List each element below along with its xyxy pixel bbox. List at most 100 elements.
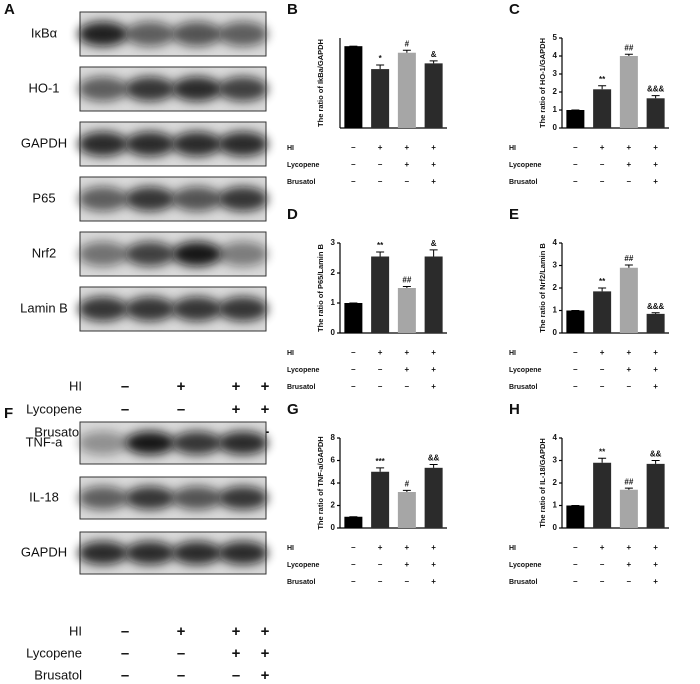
- blot-band: [125, 76, 175, 102]
- treatment-label: Brusatol: [34, 424, 82, 439]
- significance-label: **: [599, 277, 606, 286]
- treatment-sign: +: [431, 177, 436, 186]
- blot-band: [78, 241, 128, 267]
- treatment-sign: –: [378, 177, 383, 186]
- treatment-sign: –: [378, 365, 383, 374]
- treatment-sign: +: [627, 143, 632, 152]
- y-tick-label: 1: [553, 105, 558, 114]
- y-tick-label: 2: [553, 283, 558, 292]
- bar: [619, 489, 638, 528]
- treatment-sign: +: [378, 543, 383, 552]
- treatment-label: Brusatol: [287, 384, 315, 391]
- y-tick-label: 4: [553, 51, 558, 60]
- blot-band: [125, 431, 175, 455]
- y-tick-label: 0: [331, 328, 336, 337]
- treatment-label: Lycopene: [26, 401, 82, 416]
- error-bar: [624, 264, 633, 268]
- bar: [593, 291, 612, 333]
- treatment-sign: –: [351, 365, 356, 374]
- panel-letter: H: [509, 401, 520, 418]
- panel-letter: C: [509, 1, 520, 18]
- treatment-label: HI: [69, 378, 82, 393]
- error-bar: [598, 457, 607, 463]
- bar: [619, 56, 638, 128]
- y-tick-label: 2: [331, 501, 336, 510]
- treatment-sign: –: [378, 577, 383, 586]
- treatment-sign: +: [600, 543, 605, 552]
- treatment-sign: +: [177, 378, 186, 395]
- significance-label: &&&: [647, 302, 665, 311]
- treatment-sign: +: [261, 667, 270, 684]
- treatment-sign: –: [351, 543, 356, 552]
- panel-letter: E: [509, 206, 519, 223]
- treatment-sign: –: [627, 382, 632, 391]
- y-axis-label: The ratio of IL-18/GAPDH: [538, 438, 547, 528]
- treatment-sign: +: [405, 365, 410, 374]
- blot-band: [172, 76, 222, 102]
- treatment-sign: –: [573, 177, 578, 186]
- significance-label: *: [379, 54, 383, 63]
- blot-band: [125, 186, 175, 212]
- y-axis-label: The ratio of TNF-a/GAPDH: [316, 436, 325, 529]
- treatment-sign: –: [405, 382, 410, 391]
- band-label: GAPDH: [21, 135, 67, 150]
- treatment-sign: +: [378, 348, 383, 357]
- treatment-sign: +: [653, 177, 658, 186]
- significance-label: &&: [650, 450, 662, 459]
- bar: [593, 89, 612, 128]
- error-bar: [402, 286, 411, 288]
- error-bar: [376, 64, 385, 70]
- significance-label: &: [431, 239, 437, 248]
- treatment-label: Brusatol: [34, 667, 82, 682]
- bar: [566, 110, 585, 128]
- treatment-sign: +: [405, 143, 410, 152]
- y-axis-label: The ratio of Nrf2/Lamin B: [538, 243, 547, 333]
- band-label: GAPDH: [21, 544, 67, 559]
- treatment-sign: –: [600, 382, 605, 391]
- y-tick-label: 4: [553, 433, 558, 442]
- y-tick-label: 3: [331, 238, 336, 247]
- treatment-sign: +: [232, 645, 241, 662]
- bar: [371, 471, 390, 528]
- treatment-sign: –: [573, 160, 578, 169]
- y-tick-label: 1: [331, 298, 336, 307]
- y-tick-label: 1: [553, 306, 558, 315]
- significance-label: ##: [624, 43, 633, 52]
- treatment-label: HI: [287, 545, 294, 552]
- blot-band: [218, 76, 268, 102]
- treatment-sign: +: [177, 623, 186, 640]
- y-tick-label: 0: [553, 123, 558, 132]
- significance-label: **: [599, 447, 606, 456]
- error-bar: [429, 249, 438, 257]
- treatment-sign: +: [405, 348, 410, 357]
- blot-band: [125, 486, 175, 510]
- treatment-label: Brusatol: [509, 179, 537, 186]
- error-bar: [402, 489, 411, 492]
- treatment-sign: –: [405, 577, 410, 586]
- treatment-sign: –: [121, 645, 129, 662]
- y-tick-label: 2: [331, 268, 336, 277]
- error-bar: [651, 312, 660, 314]
- y-axis-label: The ratio of HO-1/GAPDH: [538, 38, 547, 128]
- treatment-sign: +: [653, 143, 658, 152]
- treatment-sign: –: [121, 623, 129, 640]
- y-axis-label: The ratio of P65/Lamin B: [316, 243, 325, 332]
- treatment-sign: –: [351, 143, 356, 152]
- treatment-sign: +: [405, 543, 410, 552]
- bar: [371, 256, 390, 333]
- panel-letter: A: [4, 1, 15, 18]
- blot-band: [218, 186, 268, 212]
- treatment-sign: +: [232, 378, 241, 395]
- bar: [593, 462, 612, 528]
- bar: [397, 492, 416, 528]
- treatment-label: HI: [509, 350, 516, 357]
- blot-band: [172, 541, 222, 565]
- significance-label: ##: [624, 477, 633, 486]
- treatment-label: Brusatol: [287, 579, 315, 586]
- y-tick-label: 0: [331, 523, 336, 532]
- band-label: Lamin B: [20, 300, 68, 315]
- treatment-label: Lycopene: [287, 367, 320, 374]
- bar: [424, 256, 443, 333]
- treatment-sign: +: [653, 560, 658, 569]
- treatment-sign: +: [261, 623, 270, 640]
